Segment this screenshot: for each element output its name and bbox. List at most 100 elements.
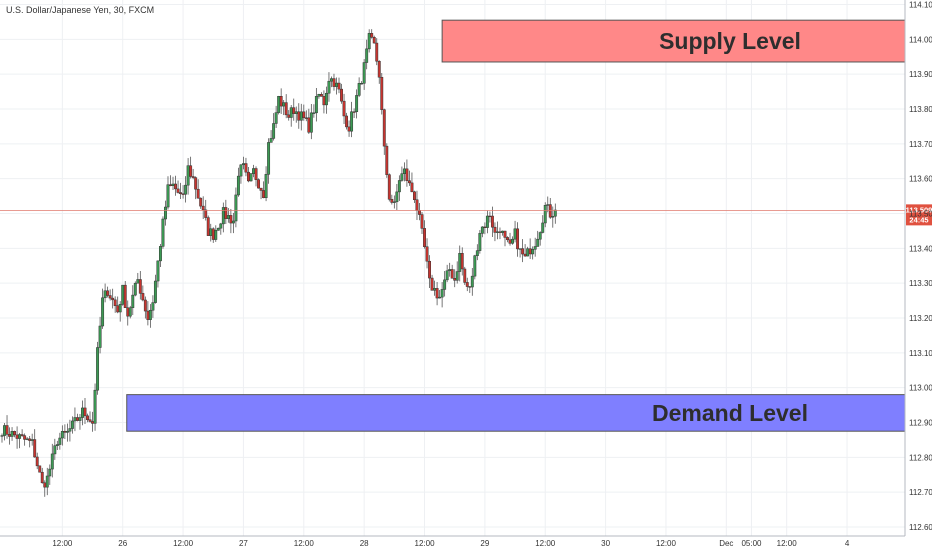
candle-body [18, 434, 22, 439]
candle-body [20, 434, 24, 436]
candle [267, 138, 271, 184]
candle-body [299, 111, 303, 121]
candle [284, 94, 288, 119]
candle [239, 164, 243, 184]
candle-body [448, 269, 452, 272]
candle [350, 101, 354, 138]
candle-body [541, 222, 545, 233]
candle [20, 429, 24, 437]
candle-body [50, 453, 54, 470]
candle-body [428, 260, 432, 279]
candle [123, 280, 127, 309]
candle [304, 110, 308, 122]
candle-body [518, 248, 522, 250]
candle-body [174, 183, 177, 190]
candle [93, 383, 97, 431]
candle-body [470, 275, 474, 288]
candle-body [292, 107, 296, 114]
candle-body [267, 142, 271, 175]
candle [292, 98, 296, 121]
candle-body [3, 425, 6, 436]
candle [63, 424, 67, 440]
candle [196, 179, 200, 199]
candle [30, 433, 34, 446]
candle-body [146, 310, 150, 320]
candle [33, 429, 37, 458]
candle [224, 199, 228, 224]
candle-body [113, 299, 117, 306]
candle [463, 266, 467, 285]
candle [521, 239, 525, 263]
candle [327, 72, 331, 102]
candle [254, 166, 258, 187]
candle [3, 422, 6, 441]
candle-body [10, 431, 14, 437]
candle-body [23, 435, 27, 440]
candle [96, 341, 100, 395]
candle-body [272, 123, 276, 139]
candle [86, 413, 89, 423]
candle-body [322, 96, 326, 106]
candle [541, 215, 545, 234]
candle-body [493, 226, 497, 233]
candle-body [453, 278, 457, 281]
candle-body [60, 431, 64, 439]
candle [169, 175, 172, 187]
candle [473, 254, 477, 280]
candle-body [8, 434, 11, 437]
candle [430, 274, 434, 291]
candle-body [262, 190, 266, 199]
candle-body [35, 456, 39, 467]
candle-body [455, 271, 459, 281]
candle-body [387, 174, 391, 200]
candle-body [513, 228, 517, 240]
candle-body [528, 248, 532, 255]
candle-body [551, 215, 555, 218]
candle [58, 432, 62, 450]
candle-body [249, 173, 253, 182]
candle-body [216, 227, 220, 231]
candle-body [254, 168, 258, 180]
candle [189, 156, 193, 179]
candle [400, 166, 404, 182]
candle-body [503, 230, 507, 238]
x-tick-label: 26 [118, 539, 127, 548]
candle-body [282, 102, 286, 107]
candle-body [191, 176, 195, 178]
candle [279, 88, 283, 114]
candle [448, 262, 452, 277]
candle [143, 296, 147, 319]
candle-body [314, 96, 318, 114]
candle-body [98, 325, 102, 348]
candle [480, 226, 484, 238]
demand-level-zone [126, 394, 906, 432]
candle-body [226, 215, 230, 219]
demand-level-label: Demand Level [652, 400, 808, 426]
candle-body [312, 112, 316, 114]
candle-body [70, 420, 74, 429]
candle-body [133, 282, 137, 296]
candle-body [204, 209, 208, 218]
candle-body [355, 95, 359, 113]
candle-body [362, 62, 366, 84]
candle [362, 59, 366, 90]
candle-body [357, 83, 361, 96]
candle [262, 181, 266, 199]
candle-body [340, 88, 343, 102]
candle-body [536, 238, 540, 247]
candle-body [392, 201, 396, 203]
candle [483, 222, 487, 235]
candle-body [335, 82, 338, 87]
candle-body [264, 174, 268, 199]
candle-body [425, 246, 429, 262]
candle [470, 267, 474, 296]
candle-body [236, 175, 240, 196]
candle [511, 236, 514, 245]
candle-body [360, 83, 364, 85]
candle-body [111, 297, 115, 301]
candle [516, 222, 520, 257]
y-tick-label: 113.000 [909, 384, 932, 393]
candle [5, 415, 9, 439]
candle [35, 452, 39, 470]
